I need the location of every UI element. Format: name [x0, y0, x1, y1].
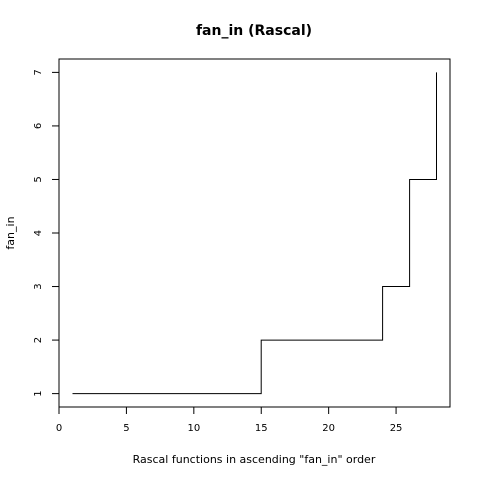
- x-tick-label: 5: [123, 423, 129, 434]
- y-axis-label: fan_in: [4, 216, 17, 249]
- y-tick-label: 7: [33, 69, 44, 75]
- x-tick-label: 10: [187, 423, 200, 434]
- y-tick-label: 5: [33, 176, 44, 182]
- x-tick-label: 25: [390, 423, 403, 434]
- x-tick-label: 20: [322, 423, 335, 434]
- series-line: [72, 72, 437, 395]
- y-tick-label: 3: [33, 283, 44, 289]
- y-tick-label: 4: [33, 230, 44, 236]
- chart-title: fan_in (Rascal): [196, 23, 312, 39]
- y-tick-label: 2: [33, 337, 44, 343]
- x-tick-label: 0: [56, 423, 62, 434]
- y-tick-label: 6: [33, 123, 44, 129]
- x-axis-label: Rascal functions in ascending "fan_in" o…: [133, 453, 376, 466]
- y-tick-label: 1: [33, 390, 44, 396]
- x-axis: 0 5 10 15 20 25: [56, 406, 403, 434]
- y-axis: 1 2 3 4 5 6 7: [33, 69, 60, 397]
- plot-frame: [58, 58, 451, 408]
- x-tick-label: 15: [255, 423, 268, 434]
- series-layer: [72, 72, 437, 395]
